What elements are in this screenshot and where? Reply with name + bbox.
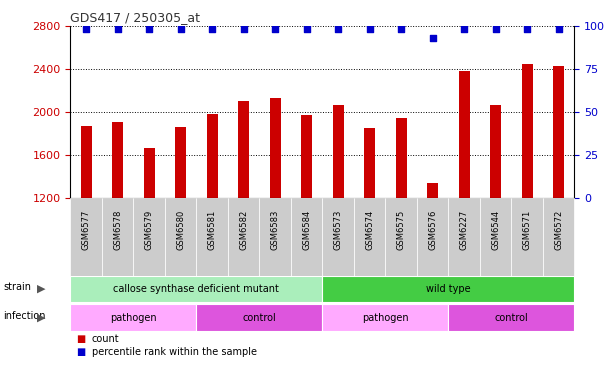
Text: callose synthase deficient mutant: callose synthase deficient mutant [114,284,279,294]
Text: GSM6584: GSM6584 [302,209,311,250]
Bar [459,71,470,198]
Bar [112,122,123,198]
Bar [448,304,574,331]
Point [112,26,122,32]
Text: wild type: wild type [426,284,470,294]
Text: GSM6579: GSM6579 [145,209,153,250]
Text: GSM6571: GSM6571 [522,209,532,250]
Text: ■: ■ [76,333,86,344]
Point [491,26,500,32]
Text: GSM6577: GSM6577 [81,209,90,250]
Text: percentile rank within the sample: percentile rank within the sample [92,347,257,358]
Text: pathogen: pathogen [110,313,156,322]
Bar [81,126,92,198]
Text: GSM6582: GSM6582 [239,209,248,250]
Bar [543,198,574,276]
Bar [259,198,291,276]
Point [81,26,91,32]
Text: ■: ■ [76,347,86,358]
Text: ▶: ▶ [37,313,46,322]
Bar [323,304,448,331]
Bar [332,105,343,198]
Text: pathogen: pathogen [362,313,409,322]
Text: infection: infection [3,311,46,321]
Point [239,26,249,32]
Point [428,35,437,41]
Bar [70,276,323,302]
Bar [553,67,564,198]
Bar [165,198,196,276]
Point [554,26,563,32]
Text: GSM6574: GSM6574 [365,209,374,250]
Bar [490,105,501,198]
Bar [70,198,102,276]
Text: GSM6576: GSM6576 [428,209,437,250]
Point [175,26,185,32]
Bar [207,114,218,198]
Bar [395,118,406,198]
Text: GSM6580: GSM6580 [176,209,185,250]
Text: control: control [243,313,276,322]
Bar [102,198,133,276]
Bar [480,198,511,276]
Text: GSM6572: GSM6572 [554,209,563,250]
Text: GSM6227: GSM6227 [459,209,469,250]
Bar [448,198,480,276]
Bar [269,98,280,198]
Bar [196,304,323,331]
Point [333,26,343,32]
Bar [291,198,323,276]
Bar [175,127,186,198]
Bar [354,198,386,276]
Text: GSM6573: GSM6573 [334,209,343,250]
Bar [133,198,165,276]
Text: GSM6581: GSM6581 [208,209,216,250]
Bar [70,304,196,331]
Text: ▶: ▶ [37,284,46,294]
Bar [323,198,354,276]
Text: GSM6583: GSM6583 [271,209,280,250]
Bar [522,64,533,198]
Text: GDS417 / 250305_at: GDS417 / 250305_at [70,11,200,24]
Bar [427,183,438,198]
Bar [386,198,417,276]
Bar [323,276,574,302]
Bar [196,198,228,276]
Bar [364,128,375,198]
Text: count: count [92,333,119,344]
Point [365,26,375,32]
Point [522,26,532,32]
Bar [301,115,312,198]
Point [270,26,280,32]
Point [144,26,154,32]
Text: GSM6578: GSM6578 [113,209,122,250]
Bar [228,198,259,276]
Bar [511,198,543,276]
Text: GSM6575: GSM6575 [397,209,406,250]
Bar [144,148,155,198]
Point [207,26,217,32]
Text: strain: strain [3,282,31,292]
Text: control: control [494,313,528,322]
Point [459,26,469,32]
Text: GSM6544: GSM6544 [491,209,500,250]
Bar [238,101,249,198]
Point [302,26,312,32]
Bar [417,198,448,276]
Point [396,26,406,32]
